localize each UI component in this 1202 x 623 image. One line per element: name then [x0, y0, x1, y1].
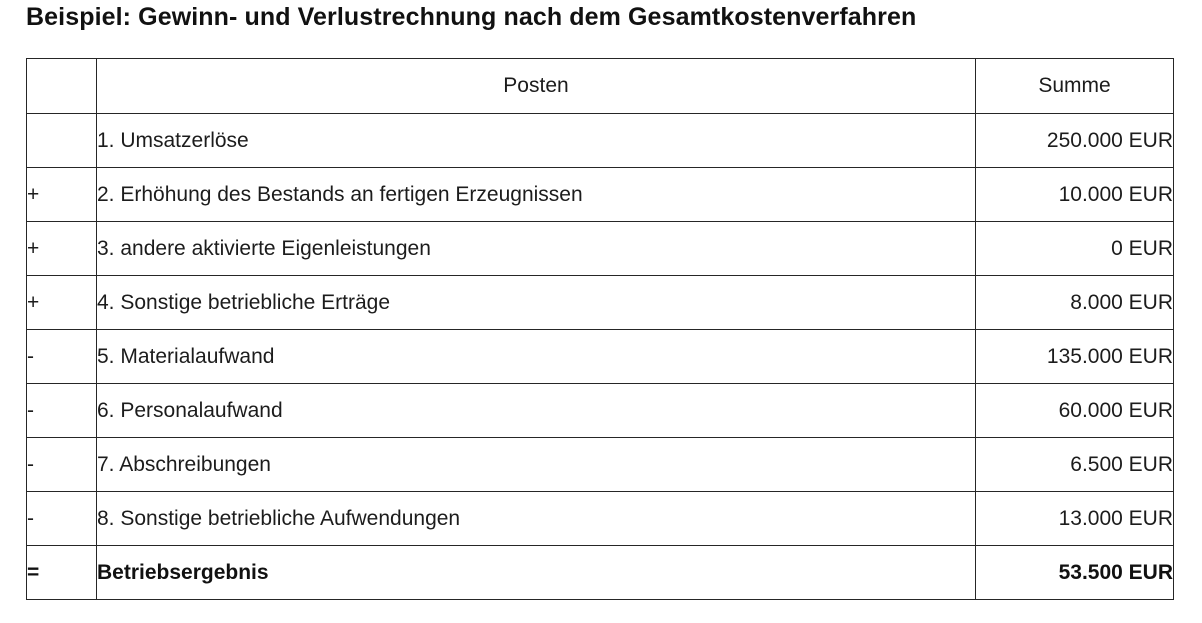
row-posten: 1. Umsatzerlöse: [96, 113, 976, 168]
row-sign: +: [26, 275, 97, 330]
row-summe: 6.500 EUR: [975, 437, 1174, 492]
row-posten: 2. Erhöhung des Bestands an fertigen Erz…: [96, 167, 976, 222]
row-sign: =: [26, 545, 97, 600]
row-posten: 3. andere aktivierte Eigenleistungen: [96, 221, 976, 276]
profit-loss-table: Posten Summe 1. Umsatzerlöse 250.000 EUR…: [26, 58, 1174, 600]
table-row: - 7. Abschreibungen 6.500 EUR: [26, 437, 1174, 492]
row-sign: +: [26, 167, 97, 222]
row-summe: 53.500 EUR: [975, 545, 1174, 600]
row-summe: 8.000 EUR: [975, 275, 1174, 330]
row-sign: -: [26, 437, 97, 492]
row-sign: -: [26, 383, 97, 438]
table-row: + 3. andere aktivierte Eigenleistungen 0…: [26, 221, 1174, 276]
header-row: Posten Summe: [26, 58, 1174, 114]
page-title: Beispiel: Gewinn- und Verlustrechnung na…: [26, 3, 917, 31]
table-row: - 6. Personalaufwand 60.000 EUR: [26, 383, 1174, 438]
table-row: + 2. Erhöhung des Bestands an fertigen E…: [26, 167, 1174, 222]
row-posten: 6. Personalaufwand: [96, 383, 976, 438]
table-header: Posten Summe: [26, 58, 1174, 114]
row-sign: [26, 113, 97, 168]
row-posten: 5. Materialaufwand: [96, 329, 976, 384]
header-posten: Posten: [96, 58, 976, 114]
row-summe: 10.000 EUR: [975, 167, 1174, 222]
row-posten: Betriebsergebnis: [96, 545, 976, 600]
table-row: + 4. Sonstige betriebliche Erträge 8.000…: [26, 275, 1174, 330]
table-row: - 5. Materialaufwand 135.000 EUR: [26, 329, 1174, 384]
table-row-total: = Betriebsergebnis 53.500 EUR: [26, 545, 1174, 600]
header-sign: [26, 58, 97, 114]
row-posten: 7. Abschreibungen: [96, 437, 976, 492]
row-posten: 8. Sonstige betriebliche Aufwendungen: [96, 491, 976, 546]
row-summe: 60.000 EUR: [975, 383, 1174, 438]
header-summe: Summe: [975, 58, 1174, 114]
table-row: 1. Umsatzerlöse 250.000 EUR: [26, 113, 1174, 168]
row-sign: +: [26, 221, 97, 276]
row-sign: -: [26, 329, 97, 384]
table-row: - 8. Sonstige betriebliche Aufwendungen …: [26, 491, 1174, 546]
table-body: 1. Umsatzerlöse 250.000 EUR + 2. Erhöhun…: [26, 113, 1174, 600]
row-summe: 13.000 EUR: [975, 491, 1174, 546]
row-summe: 0 EUR: [975, 221, 1174, 276]
row-summe: 135.000 EUR: [975, 329, 1174, 384]
row-sign: -: [26, 491, 97, 546]
row-summe: 250.000 EUR: [975, 113, 1174, 168]
row-posten: 4. Sonstige betriebliche Erträge: [96, 275, 976, 330]
